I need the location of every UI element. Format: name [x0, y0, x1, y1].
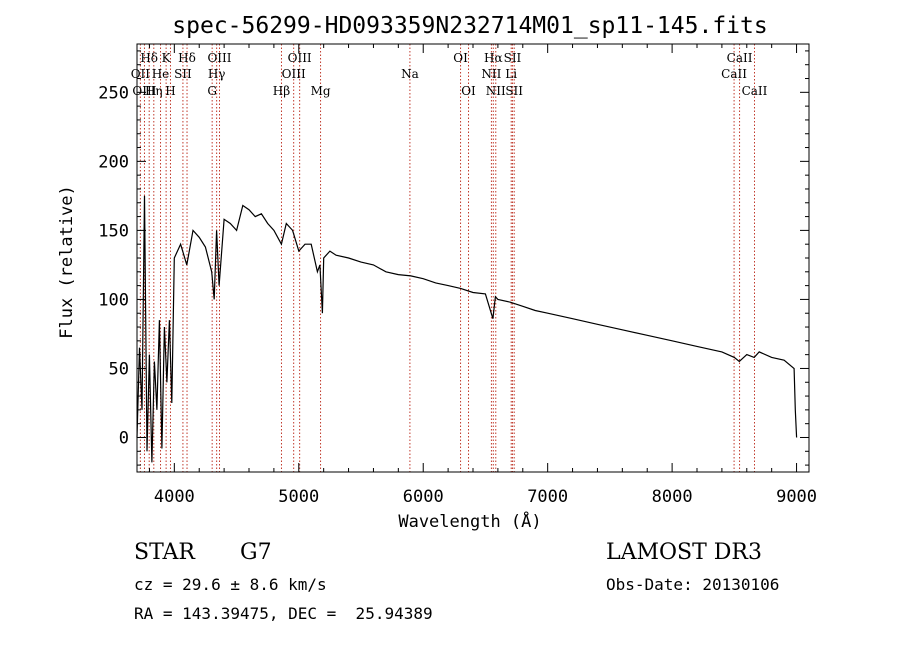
spectral-line-label: OI — [461, 84, 476, 98]
y-axis-ticks: 0 50 100 150 200 250 — [98, 50, 809, 466]
spectral-line-label: Hδ — [178, 51, 196, 65]
spectral-line-label: OII — [131, 67, 151, 81]
plot-frame — [136, 43, 810, 473]
spectral-line-label: Mg — [311, 84, 331, 98]
x-tick-label: 9000 — [776, 487, 817, 507]
spectral-line-label: CaII — [742, 84, 768, 98]
y-tick-label: 0 — [119, 428, 129, 448]
spectral-line-label: Hβ — [273, 84, 290, 98]
spectral-line-label: Hα — [484, 51, 503, 65]
spectral-line-labels: Hδ OII OIII K He Hη H Hδ SII OIII Hγ G Hβ OIII OIII Mg N… — [131, 51, 768, 98]
spectral-line-label: NII — [481, 67, 501, 81]
spectral-line-label: OIII — [282, 67, 306, 81]
redshift-cz: cz = 29.6 ± 8.6 km/s — [134, 575, 327, 594]
x-tick-label: 8000 — [652, 487, 693, 507]
spectral-line-label: OI — [453, 51, 468, 65]
spectral-line-label: Hγ — [208, 67, 226, 81]
spectral-line-label: CaII — [721, 67, 747, 81]
obs-date: Obs-Date: 20130106 — [606, 575, 780, 594]
spectrum-line — [136, 195, 798, 463]
spectral-line-label: OIII — [288, 51, 312, 65]
y-tick-label: 100 — [98, 290, 129, 310]
spectral-line-label: CaII — [727, 51, 753, 65]
spectral-line-label: NII — [486, 84, 506, 98]
x-tick-label: 4000 — [154, 487, 195, 507]
x-axis-label: Wavelength (Å) — [398, 510, 541, 532]
spectral-line-label: H — [165, 84, 175, 98]
spectral-line-label: Hη — [145, 84, 163, 98]
spectral-line-label: SII — [504, 51, 522, 65]
spectral-line-markers — [139, 44, 755, 472]
object-subclass: G7 — [240, 540, 272, 565]
spectral-line-label: OIII — [132, 84, 156, 98]
spectral-line-label: OIII — [207, 51, 231, 65]
spectral-line-label: K — [162, 51, 172, 65]
spectral-line-label: G — [207, 84, 217, 98]
spectral-line-label: Li — [505, 67, 517, 81]
y-tick-label: 250 — [98, 83, 129, 103]
y-tick-label: 150 — [98, 221, 129, 241]
x-tick-label: 5000 — [278, 487, 319, 507]
y-axis-label: Flux (relative) — [57, 185, 77, 339]
spectral-line-label: He — [152, 67, 170, 81]
x-tick-label: 7000 — [527, 487, 568, 507]
y-tick-label: 50 — [109, 359, 129, 379]
spectral-line-label: SII — [174, 67, 192, 81]
spectral-line-label: Hδ — [140, 51, 158, 65]
object-class: STAR — [134, 540, 195, 565]
chart-title: spec-56299-HD093359N232714M01_sp11-145.f… — [172, 13, 767, 39]
y-tick-label: 200 — [98, 152, 129, 172]
spectral-line-label: Na — [401, 67, 419, 81]
x-axis-ticks: 4000 5000 6000 7000 8000 9000 — [148, 44, 817, 507]
coordinates: RA = 143.39475, DEC = 25.94389 — [134, 604, 433, 623]
spectral-line-label: SII — [505, 84, 523, 98]
survey-name: LAMOST DR3 — [606, 540, 762, 565]
x-tick-label: 6000 — [403, 487, 444, 507]
